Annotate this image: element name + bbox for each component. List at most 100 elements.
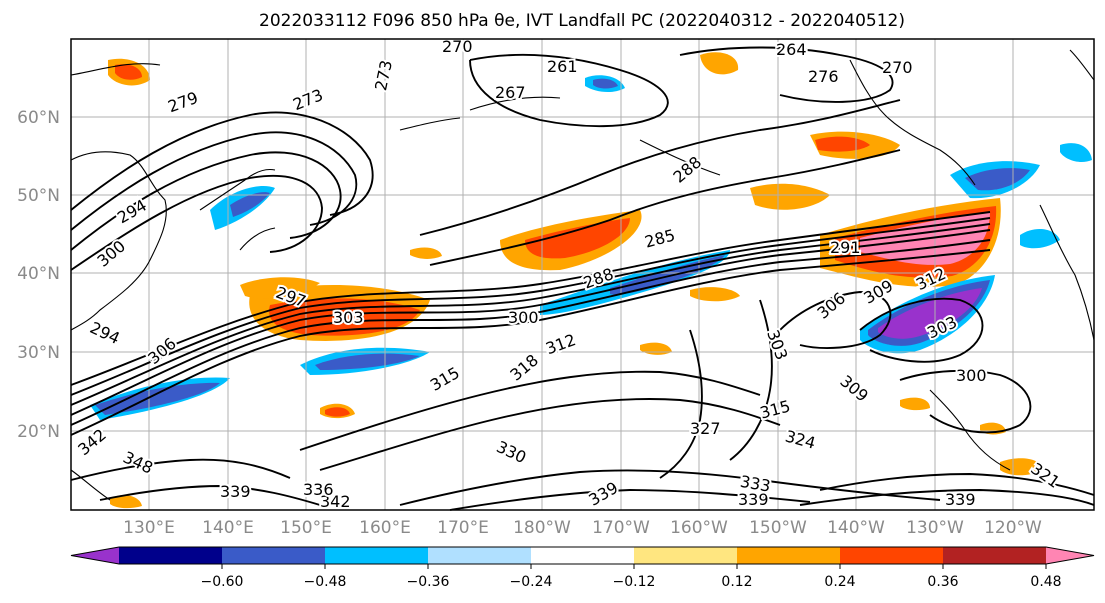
contour-line <box>899 369 1032 434</box>
negative-anomaly-shading <box>1060 143 1092 163</box>
colorbar-segment <box>222 547 326 564</box>
negative-anomaly-shading <box>230 192 270 217</box>
contour-line <box>429 149 901 266</box>
negative-anomaly-shading <box>593 78 618 89</box>
colorbar-extend-high <box>1046 547 1094 564</box>
contour-line <box>70 217 991 396</box>
contour-line <box>70 223 991 406</box>
contour-label: 327 <box>690 419 721 438</box>
lon-label: 150°W <box>749 518 807 538</box>
lon-label: 180°W <box>513 518 571 538</box>
colorbar-tick-label: −0.24 <box>510 574 553 590</box>
contour-line <box>679 46 894 103</box>
colorbar-tick-label: −0.60 <box>201 574 244 590</box>
coastline <box>1069 49 1095 81</box>
positive-anomaly-shading <box>900 397 930 411</box>
lon-label: 140°W <box>827 518 885 538</box>
contour-line <box>70 458 321 506</box>
contour-line <box>299 370 781 471</box>
lon-label: 130°E <box>123 518 175 538</box>
lat-label: 30°N <box>17 343 60 363</box>
colorbar-outline <box>70 546 1095 565</box>
colorbar-extend-low <box>71 547 119 564</box>
positive-anomaly-shading <box>240 277 320 299</box>
negative-anomaly-shading <box>878 288 982 339</box>
contour-label: 261 <box>547 57 578 76</box>
latitude-labels: 60°N 50°N 40°N 30°N 20°N <box>17 108 60 442</box>
contour-line <box>419 99 901 236</box>
colorbar: −0.60 −0.48 −0.36 −0.24 −0.12 0.12 0.24 0.36 0.4… <box>70 546 1095 590</box>
negative-anomaly-shading <box>95 382 220 415</box>
contour-label: 339 <box>738 490 769 509</box>
figure-title: 2022033112 F096 850 hPa θe, IVT Landfall… <box>259 11 905 31</box>
contour-label: 336 <box>303 480 334 499</box>
colorbar-tick-label: 0.12 <box>721 574 752 590</box>
contour-label: 300 <box>956 366 987 385</box>
colorbar-segment <box>737 547 841 564</box>
contour-line <box>70 229 991 416</box>
contour-label: 276 <box>808 67 839 86</box>
contour-label: 303 <box>333 308 364 327</box>
positive-anomaly-shading <box>1000 458 1045 476</box>
contour-line <box>70 151 342 271</box>
positive-anomaly-shading <box>110 495 142 509</box>
positive-anomaly-shading <box>750 183 830 210</box>
negative-anomaly-shading <box>315 353 420 370</box>
lon-label: 170°E <box>437 518 489 538</box>
contour-label: 267 <box>495 83 526 102</box>
map-panel: 279 273 267 261 264 270 276 273 270 288 … <box>70 35 1095 513</box>
colorbar-tick-label: 0.36 <box>927 574 958 590</box>
longitude-labels: 130°E 140°E 150°E 160°E 170°E 180°W 170°… <box>123 518 1042 538</box>
contour-line <box>779 291 984 363</box>
map-frame <box>70 38 1095 511</box>
colorbar-segment <box>325 547 429 564</box>
coastline <box>399 96 1095 341</box>
contour-label: 270 <box>882 58 913 77</box>
contour-line <box>729 299 773 461</box>
coastline <box>849 59 976 186</box>
contour-label: 300 <box>508 308 539 327</box>
contour-label: 339 <box>220 482 251 501</box>
lon-label: 120°W <box>984 518 1042 538</box>
lat-label: 40°N <box>17 264 60 284</box>
contour-line <box>70 211 991 386</box>
colorbar-segment <box>531 547 635 564</box>
colorbar-segment <box>943 547 1047 564</box>
colorbar-segment <box>840 547 944 564</box>
negative-anomaly-shading <box>965 168 1030 191</box>
coastline <box>70 63 167 331</box>
positive-anomaly-shading <box>410 247 442 259</box>
positive-anomaly-shading <box>700 52 739 75</box>
positive-anomaly-shading <box>525 218 630 259</box>
colorbar-segment <box>119 547 223 564</box>
lon-label: 150°E <box>280 518 332 538</box>
contour-label: 264 <box>776 40 807 59</box>
lat-label: 20°N <box>17 422 60 442</box>
lon-label: 130°W <box>906 518 964 538</box>
colorbar-tick-label: −0.48 <box>304 574 347 590</box>
colorbar-segment <box>634 547 738 564</box>
lon-label: 160°E <box>359 518 411 538</box>
lat-label: 50°N <box>17 186 60 206</box>
contour-line <box>70 239 991 426</box>
colorbar-tick-label: −0.36 <box>407 574 450 590</box>
colorbar-tick-label: 0.48 <box>1030 574 1061 590</box>
contour-label: 273 <box>371 58 396 92</box>
contour-line <box>70 111 374 231</box>
positive-anomaly-shading <box>115 64 142 80</box>
colorbar-tick-label: 0.24 <box>824 574 855 590</box>
lat-label: 60°N <box>17 108 60 128</box>
contour-label: 342 <box>320 492 351 511</box>
colorbar-tick-label: −0.12 <box>613 574 656 590</box>
contour-line <box>70 249 991 436</box>
negative-anomaly-shading <box>1020 228 1060 249</box>
colorbar-segment <box>428 547 532 564</box>
contour-line <box>469 53 669 128</box>
positive-anomaly-shading <box>690 287 740 302</box>
contour-label: 270 <box>442 37 473 56</box>
lon-label: 160°W <box>670 518 728 538</box>
lon-label: 140°E <box>202 518 254 538</box>
lon-label: 170°W <box>592 518 650 538</box>
